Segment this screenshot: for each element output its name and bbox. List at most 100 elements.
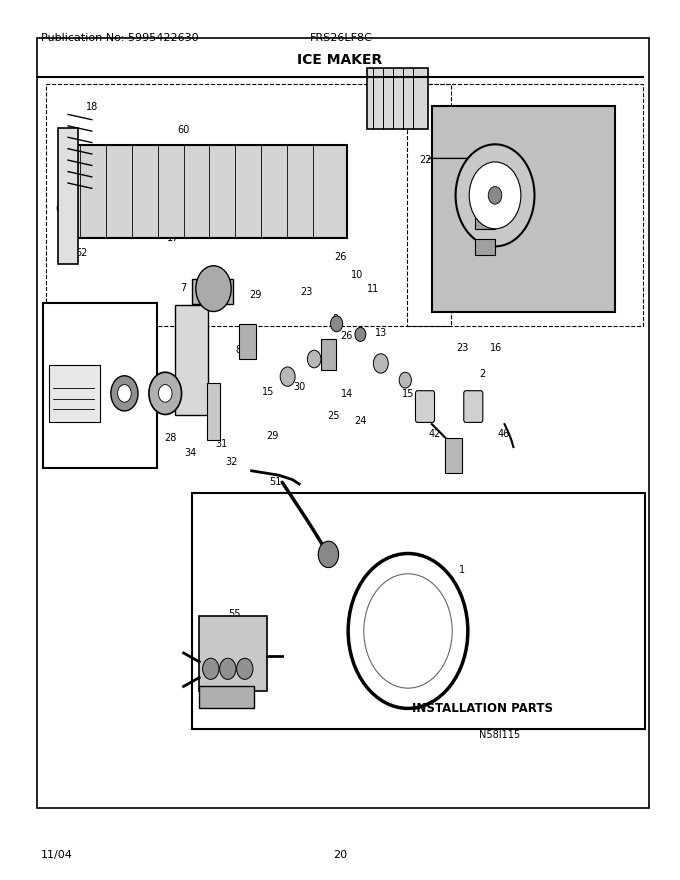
Bar <box>192 279 233 304</box>
Text: 11: 11 <box>367 283 379 294</box>
Circle shape <box>307 350 321 368</box>
Text: Publication No: 5995422630: Publication No: 5995422630 <box>41 33 199 43</box>
Text: INSTALLATION PARTS: INSTALLATION PARTS <box>412 701 554 715</box>
Text: 34: 34 <box>126 373 139 384</box>
Bar <box>475 191 495 207</box>
Circle shape <box>111 376 138 411</box>
Circle shape <box>237 658 253 679</box>
Text: 23: 23 <box>456 342 469 353</box>
Circle shape <box>469 162 521 229</box>
Text: 29: 29 <box>266 430 278 441</box>
Circle shape <box>158 385 172 402</box>
Text: 3: 3 <box>126 332 133 342</box>
Bar <box>37 38 649 808</box>
Text: 55: 55 <box>228 609 241 620</box>
Text: 15: 15 <box>402 389 414 400</box>
Circle shape <box>280 367 295 386</box>
Bar <box>46 84 451 326</box>
FancyBboxPatch shape <box>464 391 483 422</box>
Text: 26: 26 <box>334 252 346 262</box>
Circle shape <box>220 658 236 679</box>
Bar <box>71 145 347 238</box>
Text: 24: 24 <box>354 415 367 426</box>
Text: 10: 10 <box>351 269 363 280</box>
Circle shape <box>318 541 339 568</box>
Text: 34: 34 <box>174 398 186 408</box>
Text: 46: 46 <box>497 429 509 439</box>
Text: N58I115: N58I115 <box>479 730 520 740</box>
Text: 9: 9 <box>333 314 339 325</box>
Text: 15: 15 <box>262 386 275 397</box>
Text: 62: 62 <box>75 248 88 259</box>
Text: 21: 21 <box>330 204 343 215</box>
Text: 19: 19 <box>378 102 390 113</box>
Circle shape <box>149 372 182 414</box>
Text: 30: 30 <box>293 382 305 392</box>
Circle shape <box>456 144 534 246</box>
Text: 12: 12 <box>470 195 482 206</box>
Bar <box>475 239 495 255</box>
Text: 17: 17 <box>167 232 180 243</box>
Bar <box>207 383 220 440</box>
Circle shape <box>196 266 231 312</box>
Text: 25: 25 <box>327 411 339 422</box>
Text: 13: 13 <box>375 327 387 338</box>
Circle shape <box>203 658 219 679</box>
Text: 45: 45 <box>415 408 428 419</box>
Text: 5: 5 <box>201 334 207 344</box>
Text: 29: 29 <box>249 290 261 300</box>
Text: 23: 23 <box>300 287 312 297</box>
Text: 42: 42 <box>429 429 441 439</box>
Text: 20: 20 <box>276 164 288 174</box>
Bar <box>58 128 78 264</box>
Bar <box>199 686 254 708</box>
Bar <box>367 68 428 129</box>
Text: 32: 32 <box>225 457 237 467</box>
Text: 4: 4 <box>139 411 146 422</box>
Text: ICE MAKER: ICE MAKER <box>297 53 383 67</box>
Text: 2: 2 <box>479 369 486 379</box>
Bar <box>407 84 643 326</box>
FancyBboxPatch shape <box>415 391 435 422</box>
Bar <box>192 493 645 729</box>
Bar <box>475 213 495 229</box>
Text: 28: 28 <box>164 433 176 444</box>
Circle shape <box>355 327 366 341</box>
Text: 20: 20 <box>333 850 347 861</box>
Text: 6: 6 <box>177 327 184 338</box>
Text: 26: 26 <box>341 331 353 341</box>
Text: 14: 14 <box>341 389 353 400</box>
Text: 33: 33 <box>201 407 214 417</box>
Bar <box>49 365 100 422</box>
Text: 45: 45 <box>465 408 477 419</box>
Bar <box>432 106 615 312</box>
Text: 1: 1 <box>459 565 466 576</box>
Text: 22: 22 <box>419 155 431 165</box>
Text: 35: 35 <box>130 386 142 397</box>
Text: 11/04: 11/04 <box>41 850 73 861</box>
Circle shape <box>488 187 502 204</box>
Bar <box>445 438 462 473</box>
Circle shape <box>330 316 343 332</box>
Text: 7: 7 <box>180 282 187 293</box>
Text: 51: 51 <box>269 477 282 488</box>
Text: 18: 18 <box>86 102 98 113</box>
Text: 61: 61 <box>55 204 67 215</box>
Text: 27: 27 <box>320 351 333 362</box>
Text: FRS26LF8C: FRS26LF8C <box>309 33 372 43</box>
Bar <box>43 303 157 468</box>
Text: 64: 64 <box>445 458 457 468</box>
Text: 8: 8 <box>235 345 241 356</box>
Bar <box>175 305 208 415</box>
Text: 36: 36 <box>137 452 149 463</box>
Text: 60: 60 <box>177 125 190 136</box>
Bar <box>239 324 256 359</box>
Circle shape <box>364 574 452 688</box>
Bar <box>199 616 267 691</box>
Circle shape <box>373 354 388 373</box>
Text: 16: 16 <box>490 342 503 353</box>
Bar <box>321 339 336 370</box>
Text: 34: 34 <box>184 448 197 458</box>
Circle shape <box>118 385 131 402</box>
Circle shape <box>399 372 411 388</box>
